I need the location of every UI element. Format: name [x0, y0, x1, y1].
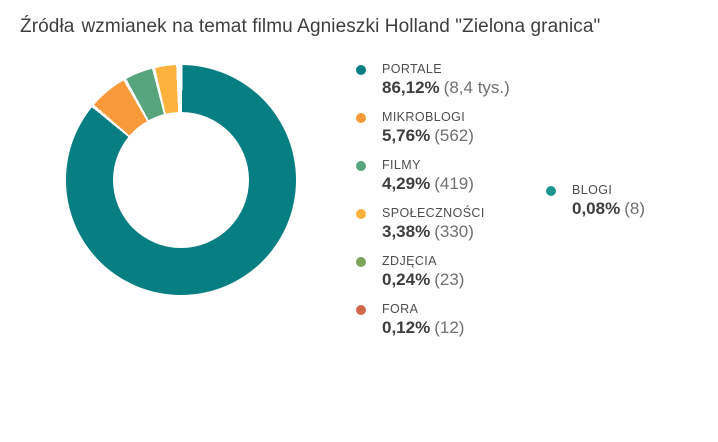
zdjecia-dot-icon	[356, 257, 366, 267]
blogi-dot-icon	[546, 186, 556, 196]
legend-item-blogi[interactable]: BLOGI 0,08% (8)	[546, 183, 645, 219]
legend-percent: 0,12%	[382, 318, 431, 337]
legend-count: (330)	[434, 222, 474, 241]
legend-item-zdjecia[interactable]: ZDJĘCIA 0,24% (23)	[356, 254, 510, 290]
legend-label: SPOŁECZNOŚCI	[382, 206, 485, 220]
mikroblogi-dot-icon	[356, 113, 366, 123]
legend-column-2: BLOGI 0,08% (8)	[546, 183, 645, 231]
legend-label: FILMY	[382, 158, 421, 172]
chart-title-prefix: Źródła	[20, 16, 75, 37]
legend-item-fora[interactable]: FORA 0,12% (12)	[356, 302, 510, 338]
legend-percent: 5,76%	[382, 126, 431, 145]
legend-count: (8)	[624, 199, 645, 218]
legend-label: FORA	[382, 302, 419, 316]
legend-item-filmy[interactable]: FILMY 4,29% (419)	[356, 158, 510, 194]
legend-count: (12)	[434, 318, 465, 337]
legend-label: PORTALE	[382, 62, 442, 76]
legend-item-portale[interactable]: PORTALE 86,12% (8,4 tys.)	[356, 62, 510, 98]
legend-count: (419)	[434, 174, 474, 193]
legend-percent: 0,08%	[572, 199, 621, 218]
legend-column-1: PORTALE 86,12% (8,4 tys.) MIKROBLOGI 5,76…	[356, 62, 510, 350]
chart-title-rest: wzmianek na temat filmu Agnieszki Hollan…	[81, 16, 601, 37]
legend-percent: 4,29%	[382, 174, 431, 193]
legend-label: MIKROBLOGI	[382, 110, 466, 124]
legend-count: (562)	[434, 126, 474, 145]
legend-percent: 0,24%	[382, 270, 431, 289]
donut-chart[interactable]	[66, 65, 296, 295]
legend-item-spolecznosci[interactable]: SPOŁECZNOŚCI 3,38% (330)	[356, 206, 510, 242]
donut-hole	[113, 112, 249, 248]
legend-percent: 3,38%	[382, 222, 431, 241]
portale-dot-icon	[356, 65, 366, 75]
legend-item-mikroblogi[interactable]: MIKROBLOGI 5,76% (562)	[356, 110, 510, 146]
spolecznosci-dot-icon	[356, 209, 366, 219]
fora-dot-icon	[356, 305, 366, 315]
legend-label: ZDJĘCIA	[382, 254, 437, 268]
legend-count: (8,4 tys.)	[443, 78, 510, 97]
legend-percent: 86,12%	[382, 78, 440, 97]
chart-title: Źródła wzmianek na temat filmu Agnieszki …	[20, 16, 600, 38]
legend-count: (23)	[434, 270, 465, 289]
filmy-dot-icon	[356, 161, 366, 171]
legend-label: BLOGI	[572, 183, 613, 197]
